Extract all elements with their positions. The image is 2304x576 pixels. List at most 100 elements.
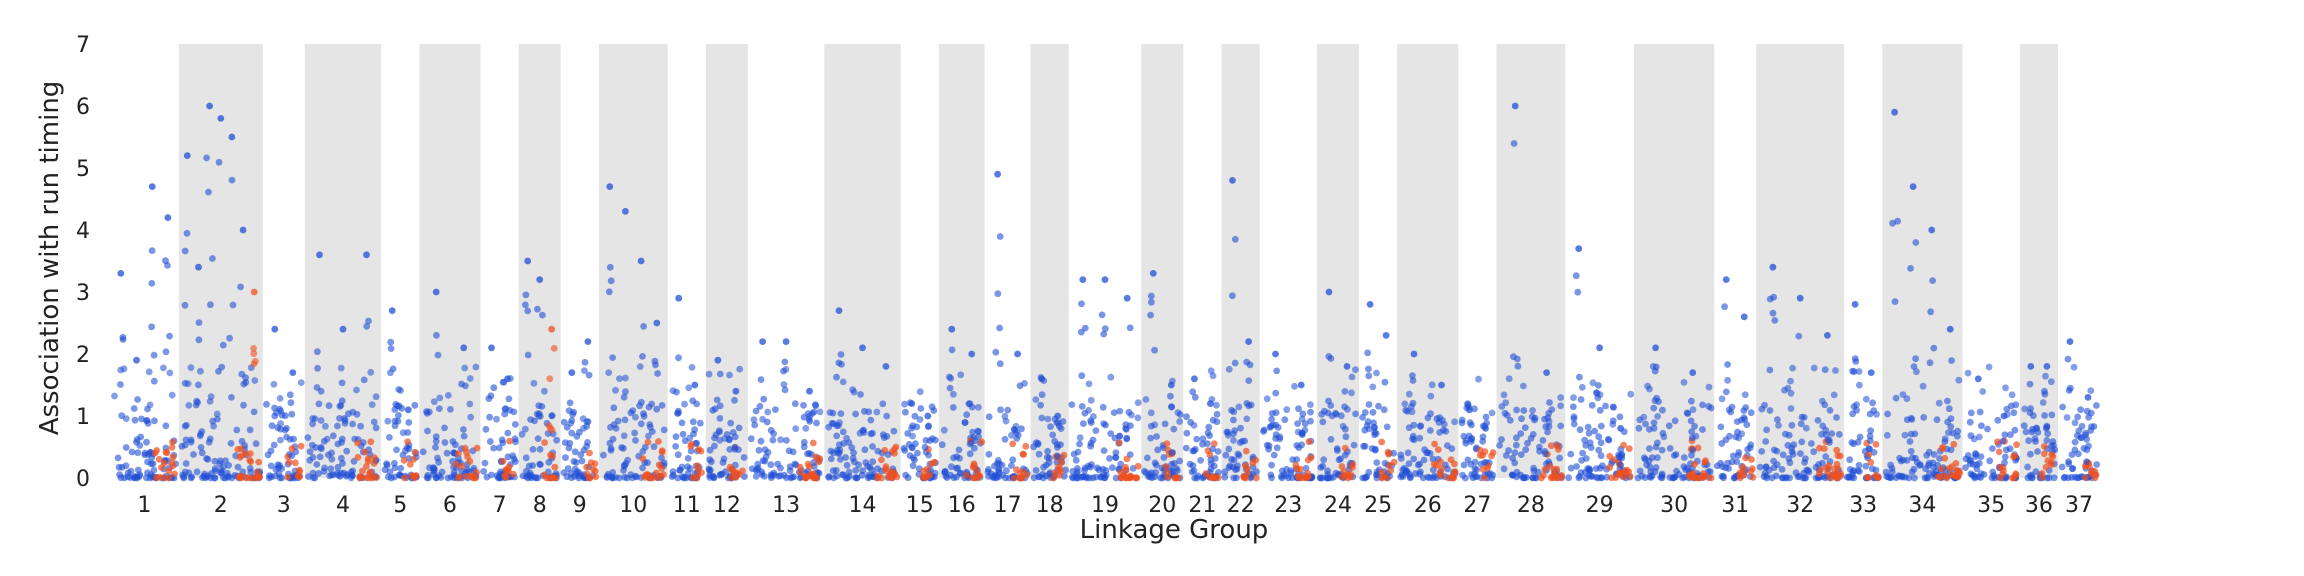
snp-point bbox=[1079, 276, 1087, 283]
snp-point bbox=[1197, 457, 1204, 464]
snp-point bbox=[1908, 468, 1916, 476]
snp-point bbox=[1174, 409, 1182, 416]
x-tick-label: 36 bbox=[2025, 493, 2053, 518]
snp-point bbox=[314, 348, 321, 356]
snp-point bbox=[612, 425, 620, 432]
snp-point bbox=[221, 474, 229, 482]
snp-point bbox=[1496, 442, 1503, 449]
snp-point bbox=[726, 371, 733, 379]
snp-point bbox=[948, 346, 956, 354]
snp-point bbox=[530, 379, 538, 387]
snp-point bbox=[967, 439, 975, 447]
snp-point bbox=[1434, 446, 1442, 453]
snp-point bbox=[560, 469, 568, 477]
snp-point bbox=[485, 395, 493, 402]
snp-point bbox=[653, 405, 661, 413]
snp-point bbox=[1476, 451, 1484, 459]
snp-point bbox=[796, 474, 804, 482]
snp-point bbox=[1946, 325, 1954, 333]
snp-point bbox=[917, 405, 925, 412]
snp-point bbox=[797, 469, 805, 476]
snp-point bbox=[1170, 425, 1178, 433]
snp-point bbox=[1268, 474, 1275, 482]
snp-point bbox=[1978, 422, 1985, 430]
snp-point bbox=[164, 214, 172, 222]
snp-point bbox=[1762, 463, 1770, 471]
snp-point bbox=[1947, 415, 1955, 422]
snp-point bbox=[411, 448, 419, 456]
snp-point bbox=[506, 437, 513, 445]
snp-point bbox=[607, 423, 614, 431]
snp-point bbox=[217, 115, 225, 122]
snp-point bbox=[1980, 471, 1988, 478]
x-tick-label: 30 bbox=[1660, 493, 1688, 518]
snp-point bbox=[1097, 473, 1105, 481]
snp-point bbox=[1397, 473, 1405, 481]
snp-point bbox=[2028, 474, 2035, 482]
snp-point bbox=[1869, 399, 1876, 407]
snp-point bbox=[1242, 462, 1249, 470]
group-band-18 bbox=[1030, 44, 1069, 478]
snp-point bbox=[1837, 470, 1844, 478]
snp-point bbox=[2043, 363, 2051, 370]
snp-point bbox=[237, 283, 244, 291]
snp-point bbox=[1640, 413, 1648, 421]
snp-point bbox=[1608, 474, 1615, 482]
snp-point bbox=[1210, 440, 1218, 448]
snp-point bbox=[1694, 444, 1702, 452]
snp-point bbox=[1381, 378, 1389, 386]
x-tick-label: 28 bbox=[1517, 493, 1545, 518]
snp-point bbox=[993, 460, 1001, 467]
snp-point bbox=[2010, 409, 2018, 417]
snp-point bbox=[215, 158, 223, 166]
snp-point bbox=[755, 446, 763, 454]
snp-point bbox=[334, 422, 341, 430]
snp-point bbox=[1779, 474, 1787, 482]
snp-point bbox=[372, 393, 380, 401]
x-tick-label: 11 bbox=[673, 493, 701, 518]
snp-point bbox=[391, 422, 399, 430]
snp-point bbox=[2041, 390, 2049, 398]
snp-point bbox=[654, 370, 661, 377]
snp-point bbox=[1763, 426, 1770, 434]
snp-point bbox=[736, 365, 744, 373]
snp-point bbox=[1365, 468, 1373, 476]
snp-point bbox=[546, 375, 554, 383]
snp-point bbox=[620, 444, 627, 452]
snp-point bbox=[288, 452, 296, 459]
snp-point bbox=[924, 412, 932, 420]
snp-point bbox=[1319, 474, 1326, 482]
snp-point bbox=[2034, 448, 2041, 455]
snp-point bbox=[1475, 375, 1482, 383]
snp-point bbox=[482, 425, 490, 433]
snp-point bbox=[338, 379, 346, 387]
snp-point bbox=[1725, 406, 1733, 414]
snp-point bbox=[1798, 413, 1806, 421]
snp-point bbox=[985, 466, 992, 473]
snp-point bbox=[1852, 358, 1860, 365]
snp-point bbox=[1576, 373, 1583, 381]
snp-point bbox=[114, 454, 122, 462]
snp-point bbox=[1038, 391, 1046, 399]
snp-point bbox=[837, 351, 845, 358]
x-tick-label: 25 bbox=[1364, 493, 1392, 518]
snp-point bbox=[1383, 423, 1391, 431]
snp-point bbox=[1054, 412, 1062, 420]
snp-point bbox=[691, 381, 699, 389]
snp-point bbox=[921, 474, 929, 482]
snp-point bbox=[1646, 426, 1653, 433]
snp-point bbox=[1898, 472, 1906, 480]
snp-point bbox=[155, 455, 163, 463]
snp-point bbox=[1100, 447, 1108, 454]
x-tick-label: 1 bbox=[137, 493, 151, 518]
snp-point bbox=[2064, 355, 2072, 363]
snp-point bbox=[1792, 469, 1800, 477]
snp-point bbox=[1281, 416, 1289, 424]
snp-point bbox=[171, 470, 179, 478]
snp-point bbox=[1570, 394, 1577, 401]
snp-point bbox=[466, 400, 474, 408]
snp-point bbox=[884, 451, 892, 458]
snp-point bbox=[1163, 440, 1171, 447]
snp-point bbox=[168, 444, 176, 451]
snp-point bbox=[389, 365, 397, 373]
